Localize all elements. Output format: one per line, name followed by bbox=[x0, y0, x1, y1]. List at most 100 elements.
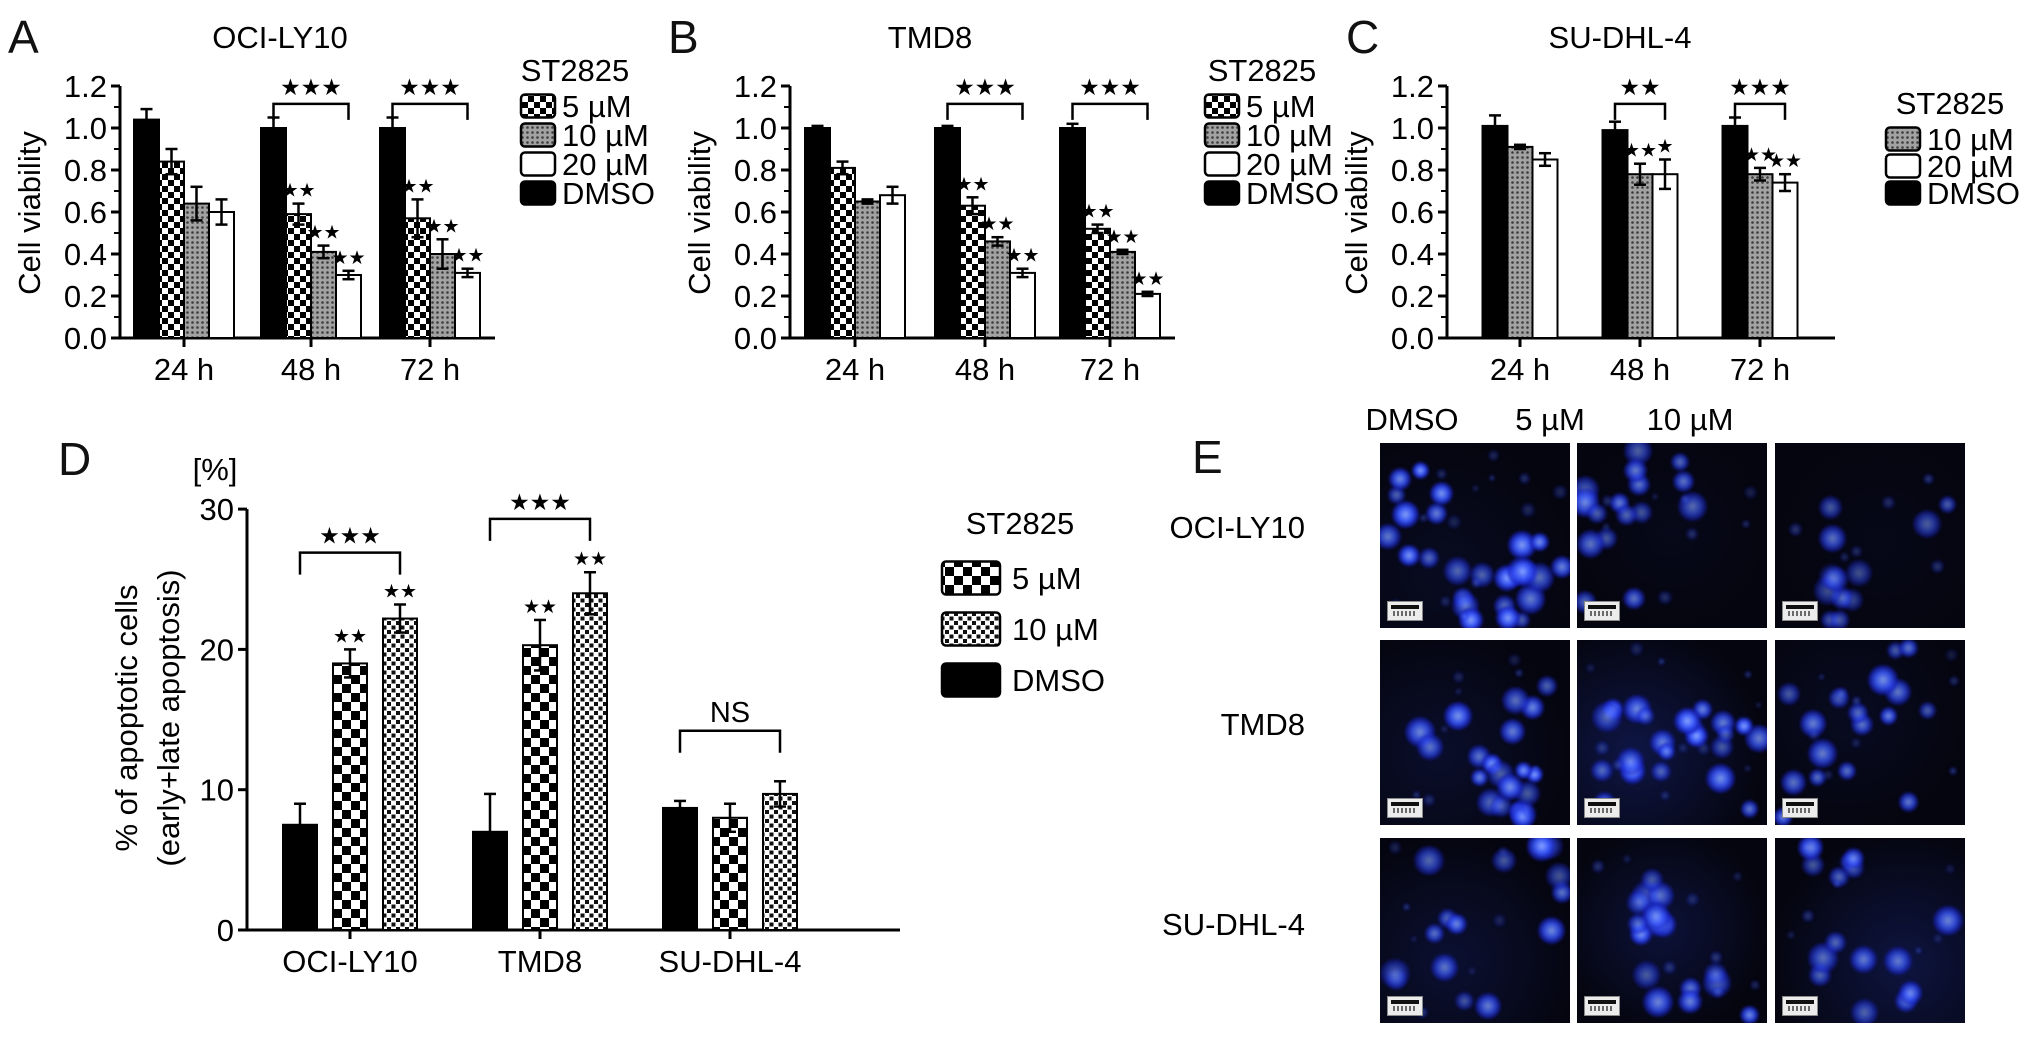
micrograph-col-header-5um: 5 µM bbox=[1515, 402, 1585, 437]
scale-bar-line bbox=[1588, 802, 1616, 806]
cell-nucleus bbox=[1709, 951, 1722, 964]
cell-nucleus bbox=[1685, 892, 1700, 906]
legend-swatch bbox=[1203, 93, 1241, 119]
scale-bar bbox=[1584, 601, 1620, 621]
cell-nucleus bbox=[1444, 702, 1473, 731]
cell-nucleus bbox=[1800, 841, 1812, 854]
cell-nucleus bbox=[1538, 917, 1566, 945]
legend-swatch bbox=[1203, 180, 1241, 206]
bar bbox=[454, 271, 481, 339]
scale-bar bbox=[1584, 996, 1620, 1016]
y-tick-label: 20 bbox=[200, 632, 234, 667]
x-tick-label: 72 h bbox=[1080, 352, 1140, 387]
legend-swatch bbox=[940, 662, 1002, 698]
panel-label-b: B bbox=[668, 11, 699, 63]
y-tick-label: 0.6 bbox=[734, 195, 777, 230]
cell-nucleus bbox=[1711, 985, 1725, 999]
legend-entry-label: 10 µM bbox=[562, 118, 649, 153]
cell-nucleus bbox=[1602, 522, 1611, 531]
y-tick-label: 0.0 bbox=[734, 321, 777, 356]
micrograph-tile bbox=[1775, 443, 1965, 628]
cell-nucleus bbox=[1452, 671, 1465, 683]
bar bbox=[208, 211, 235, 339]
cell-nucleus bbox=[1624, 458, 1648, 482]
cell-nucleus bbox=[1755, 701, 1762, 709]
cell-nucleus bbox=[1508, 653, 1521, 666]
cell-nucleus bbox=[1677, 491, 1708, 521]
cell-nucleus bbox=[1537, 676, 1557, 697]
significance-stars: ★★ bbox=[1743, 145, 1777, 166]
bar bbox=[1109, 250, 1136, 339]
cell-nucleus bbox=[1518, 473, 1531, 485]
legend-swatch bbox=[519, 151, 557, 177]
legend-swatch bbox=[519, 93, 557, 119]
cell-nucleus bbox=[1501, 686, 1530, 715]
y-tick-label: 0.8 bbox=[64, 153, 107, 188]
cell-nucleus bbox=[1678, 989, 1702, 1014]
significance-stars: ★★ bbox=[425, 216, 459, 237]
cell-nucleus bbox=[1662, 961, 1676, 975]
chart-A: 0.00.20.40.60.81.01.224 h 48 h 72 h★★ ★★★★ ★… bbox=[64, 53, 655, 387]
cell-nucleus bbox=[1550, 555, 1570, 579]
cell-nucleus bbox=[1493, 914, 1506, 927]
micrograph-col-header-dmso: DMSO bbox=[1365, 402, 1459, 437]
cell-nucleus bbox=[1545, 862, 1570, 890]
bar bbox=[183, 202, 210, 339]
cell-nucleus bbox=[1506, 556, 1537, 587]
x-tick-label: SU-DHL-4 bbox=[659, 944, 802, 979]
legend-entry-label: 10 µM bbox=[1246, 118, 1333, 153]
legend-entry-label: DMSO bbox=[1012, 663, 1105, 698]
scale-bar-text bbox=[1788, 808, 1812, 813]
cell-nucleus bbox=[1511, 805, 1534, 825]
cell-nucleus bbox=[1828, 687, 1850, 709]
scale-bar-line bbox=[1786, 605, 1814, 609]
scale-bar-text bbox=[1590, 808, 1614, 813]
cell-nucleus bbox=[1851, 738, 1861, 748]
significance-bracket bbox=[391, 102, 469, 120]
cell-nucleus bbox=[1474, 992, 1501, 1020]
legend-entry-label: 5 µM bbox=[1012, 561, 1082, 596]
scale-bar bbox=[1387, 601, 1423, 621]
cell-nucleus bbox=[1470, 768, 1488, 786]
x-tick-label: TMD8 bbox=[498, 944, 582, 979]
bar bbox=[335, 274, 362, 339]
significance-stars: ★★ bbox=[333, 626, 367, 647]
bracket-label: ★★★ bbox=[509, 489, 571, 515]
significance-stars: ★★ bbox=[1623, 141, 1657, 162]
legend-title: ST2825 bbox=[521, 53, 630, 88]
chart-title-su-dhl-4: SU-DHL-4 bbox=[1548, 20, 1692, 55]
micrograph-col-header-10um: 10 µM bbox=[1646, 402, 1734, 437]
scale-bar-text bbox=[1393, 808, 1417, 813]
y-tick-label: 0.6 bbox=[1391, 195, 1434, 230]
cell-nucleus bbox=[1799, 710, 1826, 737]
cell-nucleus bbox=[1837, 762, 1857, 781]
scale-bar-line bbox=[1588, 1000, 1616, 1004]
cell-nucleus bbox=[1454, 687, 1462, 695]
cell-nucleus bbox=[1789, 522, 1803, 536]
cell-nucleus bbox=[1851, 999, 1879, 1023]
cell-nucleus bbox=[1470, 562, 1495, 587]
y-tick-label: 0.4 bbox=[734, 237, 777, 272]
bar bbox=[382, 617, 418, 931]
micrograph-tile bbox=[1380, 838, 1570, 1023]
significance-stars: ★★ bbox=[383, 582, 417, 603]
cell-nucleus bbox=[1835, 686, 1849, 701]
cell-nucleus bbox=[1829, 610, 1849, 628]
bracket-label: ★★★ bbox=[319, 523, 381, 549]
cell-nucleus bbox=[1380, 958, 1410, 989]
bracket-label: NS bbox=[710, 697, 750, 729]
bar bbox=[712, 816, 748, 932]
cell-nucleus bbox=[1659, 790, 1670, 801]
cell-nucleus bbox=[1780, 770, 1806, 796]
legend-swatch bbox=[1884, 153, 1922, 179]
micrograph-row-label-su-dhl-4: SU-DHL-4 bbox=[1162, 907, 1305, 942]
cell-nucleus bbox=[1616, 504, 1637, 526]
bar bbox=[285, 213, 312, 340]
y-tick-label: 0.0 bbox=[64, 321, 107, 356]
cell-nucleus bbox=[1641, 868, 1663, 891]
cell-nucleus bbox=[1426, 502, 1448, 524]
percent-unit-label: [%] bbox=[192, 452, 238, 487]
cell-nucleus bbox=[1898, 981, 1923, 1005]
micrograph-tile bbox=[1577, 838, 1767, 1023]
cell-nucleus bbox=[1392, 501, 1420, 529]
